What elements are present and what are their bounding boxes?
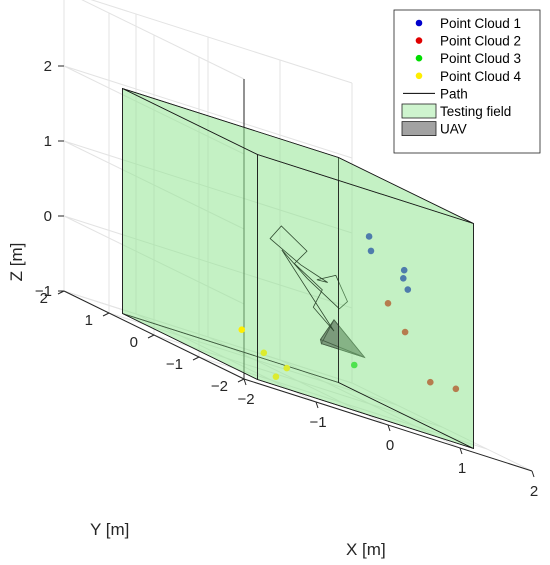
legend-label: Testing field (440, 104, 511, 119)
z-tick-label: −1 (35, 283, 52, 300)
data-point (365, 233, 373, 240)
legend-marker (415, 54, 423, 62)
testing-field-back (122, 87, 474, 449)
legend-patch (401, 121, 437, 136)
data-point (427, 378, 434, 386)
y-tick (237, 378, 245, 383)
data-point (260, 349, 268, 357)
z-tick-label: 0 (44, 208, 52, 225)
path-line (269, 225, 348, 332)
y-tick-label: −1 (166, 356, 183, 373)
legend-marker (415, 19, 423, 27)
chart-marks (238, 225, 460, 393)
legend-marker (415, 37, 423, 44)
x-tick-label: −2 (237, 391, 254, 408)
z-axis-label: Z [m] (7, 243, 26, 282)
legend-label: Point Cloud 1 (440, 16, 521, 31)
x-tick-label: 2 (530, 483, 538, 500)
legend-label: Point Cloud 4 (440, 69, 522, 84)
y-tick (147, 334, 155, 339)
y-tick (102, 312, 110, 317)
legend-label: Point Cloud 2 (440, 34, 521, 49)
y-axis-label: Y [m] (90, 520, 129, 539)
legend: Point Cloud 1 Point Cloud 2 Point Cloud 3 P… (393, 9, 541, 154)
data-point (283, 364, 291, 372)
x-tick (243, 378, 247, 386)
field-face-top (122, 88, 474, 224)
x-tick-label: 1 (458, 460, 466, 477)
uav-face (319, 338, 365, 358)
data-point (401, 328, 409, 336)
data-point (367, 247, 375, 255)
data-point (272, 373, 280, 380)
x-tick (315, 401, 319, 409)
x-tick (459, 447, 463, 455)
grid-line-z (81, 0, 353, 84)
legend-label: UAV (440, 122, 467, 137)
legend-label: Point Cloud 3 (440, 51, 521, 66)
y-tick (192, 356, 200, 361)
data-point (404, 286, 412, 293)
testing-field-front (122, 88, 474, 450)
x-tick (387, 424, 391, 432)
x-axis-label: X [m] (346, 540, 386, 559)
x-tick-label: −1 (309, 414, 326, 431)
data-point (350, 361, 358, 369)
z-tick-label: 1 (44, 133, 52, 150)
legend-marker (415, 72, 423, 80)
y-tick-label: 2 (40, 290, 48, 307)
data-point (400, 275, 407, 282)
legend-patch (401, 103, 437, 119)
y-tick-label: 0 (130, 334, 138, 351)
x-tick-label: 0 (386, 437, 394, 454)
y-tick-label: −2 (211, 378, 228, 395)
data-point (452, 385, 460, 393)
data-point (238, 326, 246, 333)
data-point (384, 300, 392, 307)
x-tick (531, 470, 535, 478)
legend-label: Path (440, 86, 468, 101)
z-tick-label: 2 (44, 58, 52, 75)
y-tick-label: 1 (85, 312, 93, 329)
data-point (400, 266, 408, 274)
